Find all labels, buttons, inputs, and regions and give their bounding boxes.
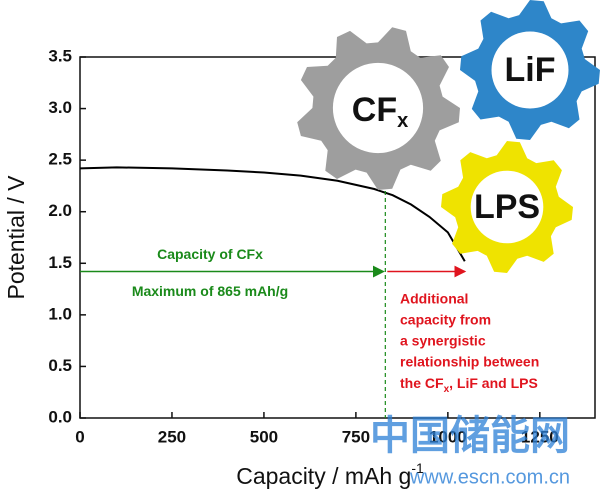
red-note: Additional: [400, 291, 468, 307]
gear-label-main: CF: [352, 91, 397, 129]
x-axis-label: Capacity / mAh g-1: [236, 460, 424, 489]
gear-hole: [491, 31, 569, 109]
x-tick-label: 0: [75, 427, 84, 446]
curve: [79, 166, 466, 262]
green-note: Capacity of CFx: [157, 246, 263, 262]
y-tick-label: 0.5: [48, 356, 72, 375]
red-note-part: , LiF and LPS: [449, 375, 538, 391]
x-tick-label: 750: [342, 427, 370, 446]
red-note: relationship between: [400, 354, 539, 370]
gear-label: LiF: [505, 51, 556, 89]
gear-label: LPS: [474, 188, 540, 226]
y-tick-label: 2.5: [48, 150, 72, 169]
red-note: a synergistic: [400, 333, 486, 349]
y-axis-label: Potential / V: [3, 175, 29, 300]
green-note: Maximum of 865 mAh/g: [132, 283, 288, 299]
x-tick-label: 500: [250, 427, 278, 446]
y-tick-label: 1.5: [48, 253, 72, 272]
y-tick-label: 3.5: [48, 46, 72, 65]
gear-label-sub: x: [397, 110, 408, 132]
gear-label: CFx: [352, 91, 408, 132]
red-note: capacity from: [400, 312, 491, 328]
y-tick-label: 0.0: [48, 407, 72, 426]
watermark: 中国储能网: [370, 413, 570, 459]
x-tick-label: 1250: [521, 427, 559, 446]
x-axis-label-main: Capacity / mAh g: [236, 463, 411, 489]
x-tick-label: 250: [158, 427, 186, 446]
gear-hole: [332, 62, 424, 154]
red-note: the CFx, LiF and LPS: [400, 375, 538, 395]
y-tick-label: 2.0: [48, 201, 72, 220]
red-note-sub: x: [444, 384, 450, 395]
x-axis-label-sup: -1: [411, 460, 424, 476]
y-tick-label: 1.0: [48, 304, 72, 323]
gear-hole: [470, 170, 544, 244]
x-tick-label: 1000: [429, 427, 467, 446]
red-note-part: the CF: [400, 375, 444, 391]
y-tick-label: 3.0: [48, 98, 72, 117]
watermark: www.escn.com.cn: [409, 466, 570, 488]
